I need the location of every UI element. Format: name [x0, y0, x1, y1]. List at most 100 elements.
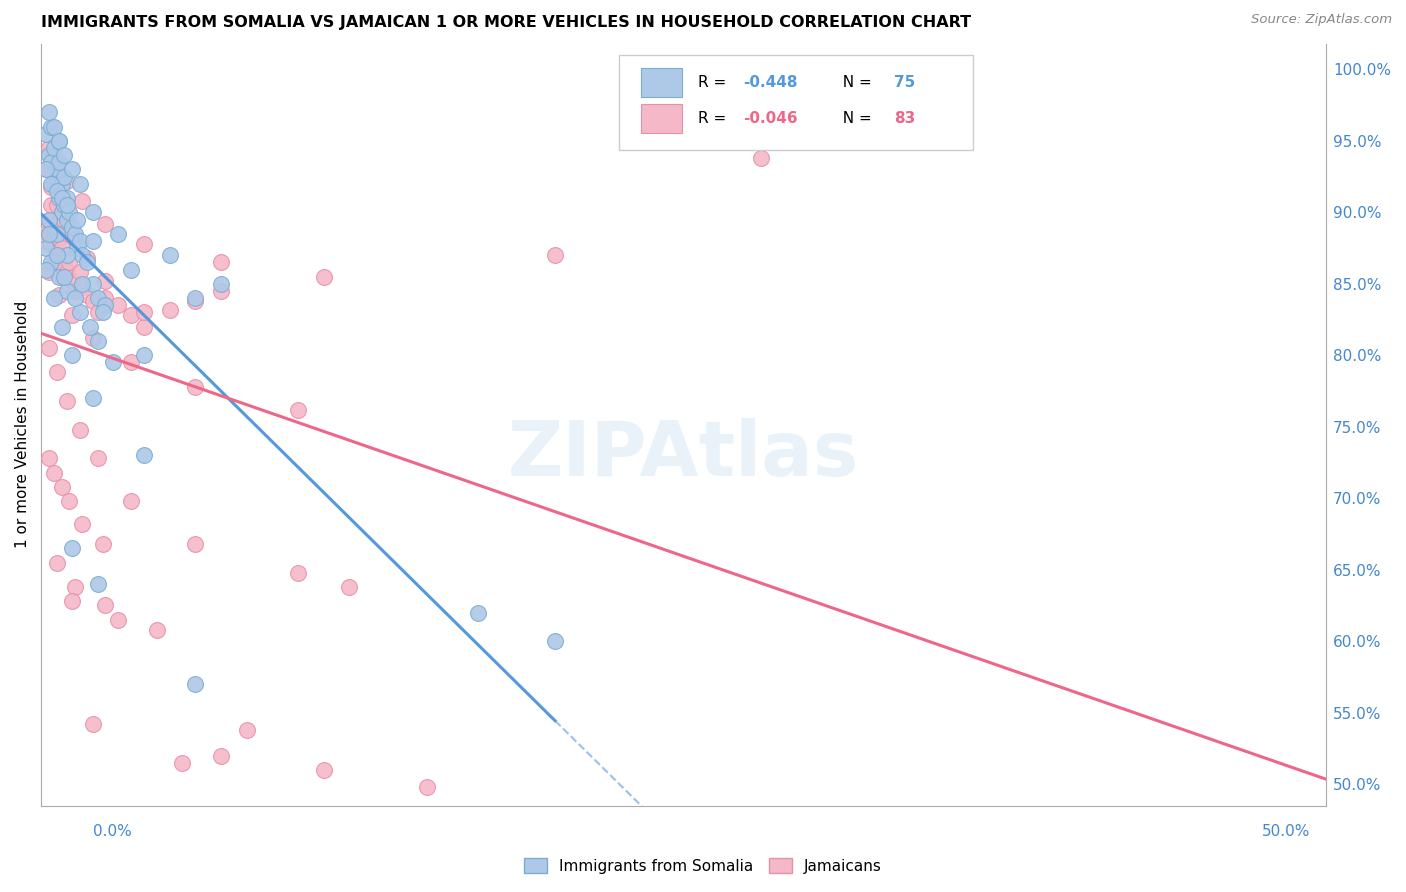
- Point: [76, 255, 98, 269]
- Point: [69, 423, 91, 437]
- Point: [76, 288, 98, 302]
- Point: [66, 212, 89, 227]
- Point: [56, 191, 79, 205]
- Point: [51, 177, 73, 191]
- Point: [38, 227, 60, 241]
- Point: [184, 291, 207, 305]
- Text: 75: 75: [894, 75, 915, 90]
- Point: [42, 141, 65, 155]
- Point: [172, 756, 194, 770]
- Point: [48, 191, 70, 205]
- Point: [94, 298, 117, 312]
- Point: [38, 341, 60, 355]
- Point: [48, 288, 70, 302]
- Point: [70, 516, 93, 531]
- Point: [82, 277, 104, 291]
- Point: [70, 194, 93, 208]
- Point: [42, 255, 65, 269]
- Point: [209, 255, 232, 269]
- Text: 0.0%: 0.0%: [93, 824, 132, 838]
- Point: [56, 265, 79, 279]
- Text: -0.046: -0.046: [742, 111, 797, 126]
- Point: [56, 174, 79, 188]
- Point: [42, 177, 65, 191]
- Point: [101, 355, 124, 369]
- Point: [159, 248, 181, 262]
- Point: [287, 566, 309, 580]
- Point: [38, 451, 60, 466]
- Point: [35, 127, 58, 141]
- Point: [38, 212, 60, 227]
- Point: [38, 105, 60, 120]
- Point: [86, 291, 108, 305]
- Point: [51, 319, 73, 334]
- Point: [86, 451, 108, 466]
- Point: [48, 262, 70, 277]
- Point: [235, 723, 257, 737]
- Point: [86, 334, 108, 348]
- Point: [82, 391, 104, 405]
- Point: [107, 227, 129, 241]
- Point: [86, 577, 108, 591]
- Point: [66, 241, 89, 255]
- Point: [749, 151, 772, 165]
- Point: [467, 606, 489, 620]
- Point: [82, 234, 104, 248]
- Point: [339, 580, 361, 594]
- Point: [63, 231, 86, 245]
- Point: [132, 348, 155, 362]
- Point: [312, 269, 335, 284]
- Y-axis label: 1 or more Vehicles in Household: 1 or more Vehicles in Household: [15, 301, 30, 549]
- Point: [63, 284, 86, 298]
- Point: [35, 241, 58, 255]
- Point: [69, 234, 91, 248]
- Text: N =: N =: [832, 111, 876, 126]
- Point: [45, 217, 67, 231]
- Point: [544, 634, 567, 648]
- Point: [132, 305, 155, 319]
- Point: [91, 537, 114, 551]
- Point: [544, 248, 567, 262]
- Point: [53, 198, 76, 212]
- Point: [38, 148, 60, 162]
- Point: [42, 291, 65, 305]
- Point: [58, 205, 80, 219]
- Point: [69, 265, 91, 279]
- Point: [312, 763, 335, 777]
- Point: [38, 265, 60, 279]
- Point: [94, 291, 117, 305]
- Point: [35, 262, 58, 277]
- Point: [42, 120, 65, 134]
- Point: [38, 227, 60, 241]
- Point: [132, 236, 155, 251]
- Text: R =: R =: [697, 75, 731, 90]
- Point: [42, 466, 65, 480]
- Text: R =: R =: [697, 111, 731, 126]
- Point: [45, 162, 67, 177]
- Point: [51, 191, 73, 205]
- Point: [132, 319, 155, 334]
- Point: [70, 279, 93, 293]
- Legend: Immigrants from Somalia, Jamaicans: Immigrants from Somalia, Jamaicans: [517, 852, 889, 880]
- Text: Source: ZipAtlas.com: Source: ZipAtlas.com: [1251, 13, 1392, 27]
- Point: [94, 274, 117, 288]
- Point: [60, 274, 83, 288]
- Point: [35, 162, 58, 177]
- Text: -0.448: -0.448: [742, 75, 797, 90]
- Point: [45, 556, 67, 570]
- Point: [35, 234, 58, 248]
- Point: [58, 255, 80, 269]
- Point: [69, 305, 91, 319]
- Point: [60, 541, 83, 556]
- Point: [35, 162, 58, 177]
- Point: [45, 366, 67, 380]
- Point: [415, 780, 437, 794]
- Text: N =: N =: [832, 75, 876, 90]
- Point: [159, 302, 181, 317]
- Point: [86, 305, 108, 319]
- Point: [82, 293, 104, 308]
- Point: [145, 623, 167, 637]
- Point: [51, 241, 73, 255]
- Point: [45, 198, 67, 212]
- Point: [41, 255, 63, 269]
